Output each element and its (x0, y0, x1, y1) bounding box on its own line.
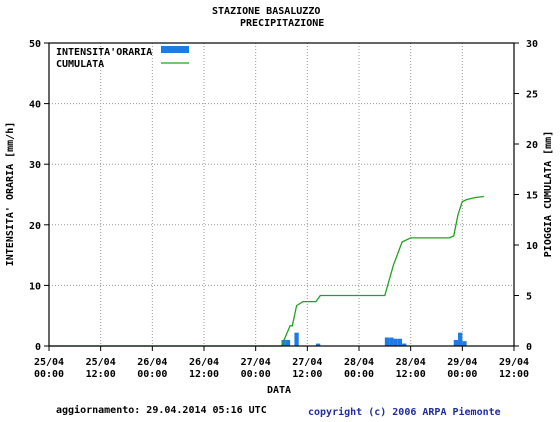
x-tick-label-time: 12:00 (499, 369, 529, 380)
intensity-bar (315, 343, 321, 346)
x-tick-label-time: 12:00 (189, 369, 219, 380)
legend-label-intensity: INTENSITA'ORARIA (56, 47, 152, 58)
intensity-bar (458, 332, 463, 346)
y-tick-label-left: 0 (35, 342, 41, 353)
x-tick-label-time: 12:00 (292, 369, 322, 380)
x-tick-label-time: 00:00 (137, 369, 167, 380)
legend: INTENSITA'ORARIA CUMULATA (56, 46, 189, 70)
x-tick-label-date: 26/04 (137, 357, 167, 368)
intensity-bars (281, 332, 467, 346)
intensity-bar (393, 338, 398, 346)
y-tick-label-left: 40 (29, 100, 41, 111)
intensity-bar (453, 339, 459, 346)
y-tick-label-right: 0 (526, 342, 532, 353)
x-tick-label-time: 12:00 (86, 369, 116, 380)
x-tick-label-time: 00:00 (344, 369, 374, 380)
intensity-bar (397, 338, 403, 346)
intensity-bar (389, 337, 394, 346)
x-tick-label-date: 28/04 (344, 357, 374, 368)
y-axis-label-left: INTENSITA' ORARIA [mm/h] (5, 122, 16, 267)
y-tick-label-right: 5 (526, 292, 532, 303)
intensity-bar (462, 341, 467, 346)
y-axis-label-right: PIOGGIA CUMULATA [mm] (543, 131, 554, 257)
y-tick-label-left: 10 (29, 281, 41, 292)
x-tick-label-date: 29/04 (447, 357, 477, 368)
cumulative-line (49, 195, 484, 347)
y-tick-label-right: 25 (526, 90, 538, 101)
y-tick-label-left: 50 (29, 39, 41, 50)
copyright-text: copyright (c) 2006 ARPA Piemonte (308, 407, 501, 418)
intensity-bar (294, 332, 299, 346)
x-tick-label-date: 26/04 (189, 357, 219, 368)
x-tick-label-date: 25/04 (86, 357, 116, 368)
axes: 0102030405005101520253025/0400:0025/0412… (29, 39, 538, 380)
update-timestamp: aggiornamento: 29.04.2014 05:16 UTC (56, 405, 267, 416)
intensity-bar (281, 339, 286, 346)
y-tick-label-right: 10 (526, 241, 538, 252)
y-tick-label-left: 20 (29, 221, 41, 232)
x-tick-label-date: 27/04 (241, 357, 271, 368)
grid-lines (49, 43, 514, 346)
y-tick-label-left: 30 (29, 160, 41, 171)
y-tick-label-right: 15 (526, 191, 538, 202)
x-tick-label-time: 00:00 (34, 369, 64, 380)
plot-frame (48, 42, 515, 347)
x-tick-label-time: 00:00 (447, 369, 477, 380)
x-axis-label: DATA (267, 385, 291, 396)
x-tick-label-date: 29/04 (499, 357, 529, 368)
x-tick-label-time: 12:00 (396, 369, 426, 380)
x-tick-label-date: 25/04 (34, 357, 64, 368)
x-tick-label-time: 00:00 (241, 369, 271, 380)
legend-swatch-intensity (161, 46, 189, 53)
chart-title: STAZIONE BASALUZZO (212, 6, 320, 17)
y-tick-label-right: 30 (526, 39, 538, 50)
intensity-bar (285, 339, 291, 346)
intensity-bar (402, 343, 407, 346)
x-tick-label-date: 28/04 (396, 357, 426, 368)
y-tick-label-right: 20 (526, 140, 538, 151)
intensity-bar (384, 337, 390, 346)
chart-subtitle: PRECIPITAZIONE (240, 18, 324, 29)
legend-label-cumulative: CUMULATA (56, 59, 104, 70)
x-tick-label-date: 27/04 (292, 357, 322, 368)
